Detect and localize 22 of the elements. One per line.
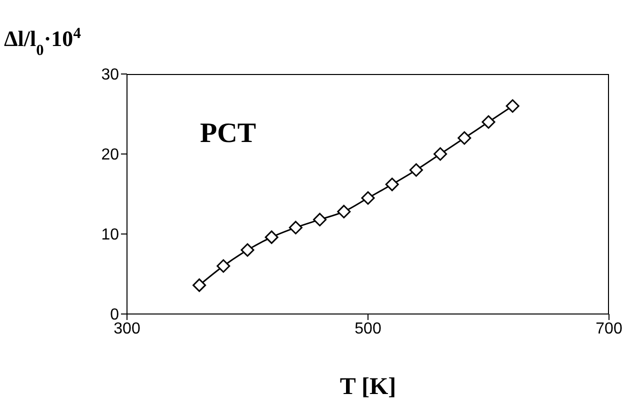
x-tick-label: 500 <box>354 320 382 338</box>
point <box>216 259 230 273</box>
y-tick-label: 10 <box>101 226 120 244</box>
point <box>361 191 375 205</box>
point <box>192 278 206 292</box>
annotation: PCT <box>200 118 256 150</box>
point <box>506 99 520 113</box>
y-tick-label: 30 <box>101 66 120 84</box>
y-tick-label: 20 <box>101 146 120 164</box>
point <box>434 147 448 161</box>
point <box>288 220 302 234</box>
x-axis-title: T [K] <box>340 374 396 400</box>
point <box>337 204 351 218</box>
point <box>409 163 423 177</box>
point <box>458 131 472 145</box>
point <box>385 178 399 192</box>
point <box>313 212 327 226</box>
x-tick-label: 700 <box>596 320 622 338</box>
y-axis-title: Δl/l$_{0}$·10$^{4}$ <box>4 24 82 58</box>
point <box>482 115 496 129</box>
point <box>240 243 254 257</box>
point <box>264 230 278 244</box>
